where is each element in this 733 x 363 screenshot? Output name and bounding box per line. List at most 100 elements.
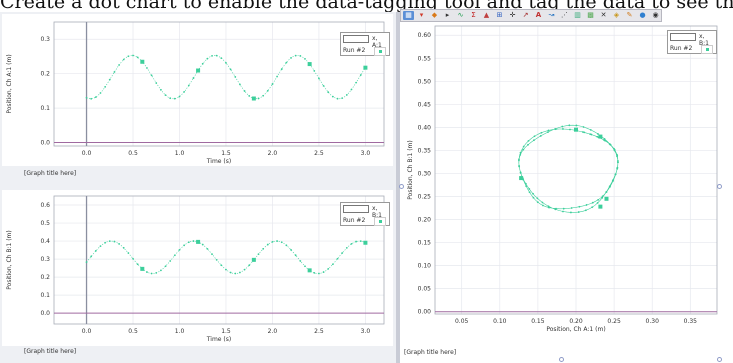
data-point bbox=[99, 245, 102, 248]
data-point bbox=[612, 179, 614, 182]
data-point bbox=[85, 96, 88, 99]
data-point bbox=[201, 243, 204, 246]
data-point bbox=[173, 254, 176, 257]
data-point bbox=[276, 240, 278, 242]
data-point bbox=[169, 260, 172, 262]
eye-icon[interactable]: ◉ bbox=[652, 11, 659, 19]
legend-3[interactable]: x, B:1 Run #2 bbox=[667, 30, 717, 54]
fit-icon[interactable]: ∿ bbox=[457, 11, 464, 19]
data-point bbox=[234, 272, 237, 275]
stats-icon[interactable]: ▩ bbox=[587, 11, 594, 19]
data-point bbox=[527, 143, 529, 146]
legend-1[interactable]: x, A:1 Run #2 bbox=[340, 32, 390, 56]
x-tick-label: 0.05 bbox=[455, 318, 469, 325]
data-point bbox=[239, 83, 241, 86]
graph-icon[interactable]: ▾ bbox=[419, 11, 424, 19]
resize-handle[interactable] bbox=[399, 184, 404, 189]
data-point bbox=[527, 140, 530, 142]
data-point bbox=[211, 253, 213, 256]
coord-icon[interactable]: ⋰ bbox=[561, 11, 568, 19]
tagged-point bbox=[140, 59, 145, 64]
data-point bbox=[318, 77, 320, 80]
resize-handle[interactable] bbox=[717, 357, 722, 362]
legend-field-box[interactable] bbox=[670, 33, 696, 41]
color-icon[interactable]: ● bbox=[639, 11, 646, 19]
graph-2[interactable]: 0.0 0.5 1.0 1.5 2.0 2.5 3.0 0.0 0.1 0.2 0.3 0.4 0.5 0… bbox=[2, 190, 393, 346]
data-point bbox=[570, 207, 573, 209]
close-icon[interactable]: ✕ bbox=[600, 11, 607, 19]
resize-handle[interactable] bbox=[717, 184, 722, 189]
integral-icon[interactable]: ▥ bbox=[574, 11, 581, 19]
tagged-point bbox=[196, 68, 201, 73]
data-point bbox=[577, 211, 580, 213]
x-tick-label: 1.0 bbox=[175, 328, 185, 335]
resize-handle[interactable] bbox=[559, 357, 564, 362]
table-icon[interactable]: ▦ bbox=[403, 11, 414, 20]
pencil-icon[interactable]: ✎ bbox=[626, 11, 633, 19]
annotation-icon[interactable]: ▲ bbox=[483, 11, 490, 19]
x-tick-label: 0.35 bbox=[684, 318, 698, 325]
x-tick-label: 3.0 bbox=[361, 328, 371, 335]
data-point bbox=[229, 68, 232, 71]
pane-divider[interactable] bbox=[396, 12, 400, 363]
graph-title-1[interactable]: [Graph title here] bbox=[24, 170, 77, 177]
x-tick-label: 2.5 bbox=[314, 328, 324, 335]
data-point bbox=[341, 252, 344, 254]
plot-background bbox=[2, 190, 393, 346]
graph-title-2[interactable]: [Graph title here] bbox=[24, 348, 77, 355]
y-tick-label: 0.50 bbox=[418, 78, 432, 85]
legend-field-box[interactable] bbox=[343, 205, 369, 213]
data-point bbox=[569, 128, 571, 131]
data-point bbox=[359, 240, 362, 243]
data-point bbox=[285, 61, 288, 64]
data-point bbox=[585, 204, 588, 206]
legend-run-label: Run #2 bbox=[670, 45, 693, 52]
data-point bbox=[271, 83, 274, 85]
graph-1-svg: 0.0 0.5 1.0 1.5 2.0 2.5 3.0 0.0 0.1 0.2 0.3 Time (s… bbox=[2, 14, 393, 166]
legend-field-box[interactable] bbox=[343, 35, 369, 43]
data-point bbox=[183, 91, 186, 93]
data-point bbox=[518, 165, 521, 168]
slope-icon[interactable]: ↝ bbox=[548, 11, 555, 19]
zoom-icon[interactable]: ⊞ bbox=[496, 11, 503, 19]
data-point bbox=[532, 192, 534, 195]
data-point bbox=[581, 131, 584, 133]
data-point bbox=[609, 185, 611, 188]
data-point bbox=[601, 196, 604, 199]
y-tick-label: 0.35 bbox=[418, 147, 432, 154]
data-point bbox=[290, 248, 292, 251]
tag-icon[interactable]: ◈ bbox=[613, 11, 620, 19]
graph-title-3[interactable]: [Graph title here] bbox=[404, 349, 457, 356]
arrow-icon[interactable]: ▸ bbox=[445, 11, 450, 19]
data-point bbox=[155, 271, 158, 274]
data-point bbox=[327, 91, 330, 94]
legend-field-label: x, B:1 bbox=[372, 205, 382, 219]
data-point bbox=[173, 97, 176, 100]
data-point bbox=[169, 97, 172, 100]
data-point bbox=[187, 241, 190, 244]
y-tick-label: 0.55 bbox=[418, 55, 432, 62]
data-point bbox=[589, 133, 592, 136]
data-point bbox=[575, 124, 578, 127]
data-point bbox=[104, 86, 107, 88]
plot-background bbox=[403, 22, 719, 346]
data-point bbox=[122, 246, 125, 249]
data-point bbox=[542, 204, 544, 207]
sigma-icon[interactable]: Σ bbox=[471, 11, 476, 19]
data-point bbox=[355, 81, 358, 84]
graph-3[interactable]: 0.05 0.10 0.15 0.20 0.25 0.30 0.35 0.00 0.05 0.10… bbox=[403, 22, 719, 346]
data-point bbox=[518, 159, 520, 162]
data-point bbox=[164, 265, 167, 268]
y-tick-label: 0.0 bbox=[40, 140, 50, 147]
y-tick-label: 0.10 bbox=[418, 263, 432, 270]
data-point bbox=[519, 172, 522, 174]
style-icon[interactable]: ◆ bbox=[431, 11, 438, 19]
graph-1[interactable]: 0.0 0.5 1.0 1.5 2.0 2.5 3.0 0.0 0.1 0.2 0.3 Time (s… bbox=[2, 14, 393, 166]
tangent-icon[interactable]: ↗ bbox=[522, 11, 529, 19]
crosshair-icon[interactable]: ✛ bbox=[509, 11, 516, 19]
data-point bbox=[290, 57, 292, 59]
data-point bbox=[345, 94, 348, 96]
legend-2[interactable]: x, B:1 Run #2 bbox=[340, 202, 390, 226]
data-point bbox=[113, 71, 116, 73]
text-icon[interactable]: A bbox=[535, 11, 542, 19]
